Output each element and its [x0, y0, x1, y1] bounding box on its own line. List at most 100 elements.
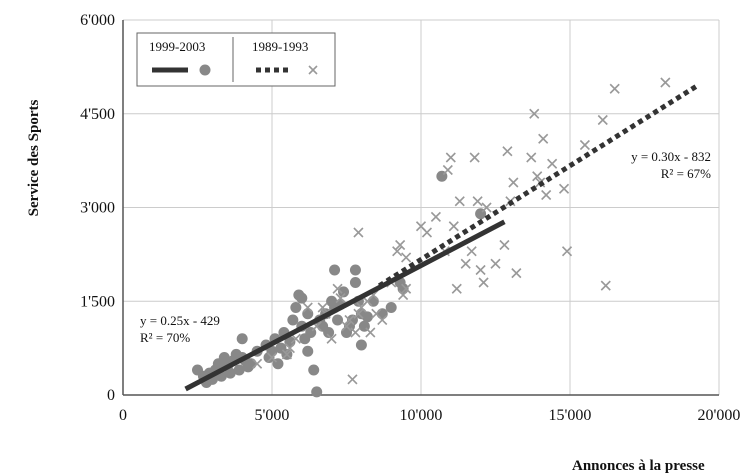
data-point-circle: [349, 264, 361, 276]
trendline-1999-2003-equation: y = 0.25x - 429: [140, 313, 220, 328]
data-point-x: [353, 308, 364, 319]
data-point-x: [532, 171, 543, 182]
data-point-x: [341, 321, 352, 332]
data-point-x: [660, 77, 671, 88]
legend-box: [136, 32, 336, 87]
data-point-x: [430, 211, 441, 222]
x-tick-label: 10'000: [400, 407, 443, 424]
data-point-x: [541, 189, 552, 201]
data-point-x: [252, 358, 263, 369]
data-point-x: [526, 152, 537, 163]
data-point-circle: [290, 302, 302, 313]
data-point-circle: [329, 264, 341, 276]
legend-circle-marker: [199, 64, 211, 76]
trendline-1989-1993: [377, 83, 700, 288]
data-point-x: [579, 139, 590, 151]
data-point-x: [597, 114, 608, 126]
data-point-x: [365, 327, 376, 338]
data-point-x: [481, 202, 492, 213]
data-point-circle: [355, 339, 367, 351]
data-point-x: [609, 83, 620, 94]
trendline-1989-1993-equation: y = 0.30x - 832: [631, 149, 711, 164]
data-point-x: [600, 280, 611, 291]
data-point-circle: [367, 295, 379, 307]
data-point-x: [392, 246, 403, 257]
trendlines: [184, 83, 700, 392]
data-point-x: [347, 374, 358, 385]
data-point-x: [448, 221, 459, 232]
data-point-circle: [296, 292, 308, 304]
data-point-x: [454, 196, 465, 207]
data-point-circle: [349, 277, 361, 288]
data-point-x: [395, 239, 406, 251]
data-point-circle: [233, 364, 245, 376]
data-point-x: [377, 314, 388, 326]
data-point-x: [353, 227, 364, 238]
data-point-x: [472, 196, 483, 207]
data-point-x: [561, 246, 573, 257]
data-point-x: [401, 283, 412, 294]
x-tick-label: 0: [119, 407, 127, 424]
data-point-x: [469, 152, 480, 163]
data-point-x: [266, 352, 278, 363]
data-point-x: [451, 283, 462, 294]
data-point-x: [478, 277, 489, 288]
data-point-circle: [338, 286, 350, 298]
y-tick-label: 6'000: [80, 12, 115, 29]
data-point-x: [558, 183, 570, 194]
data-point-x: [398, 289, 409, 301]
data-point-circle: [218, 352, 230, 363]
data-point-circle: [224, 367, 236, 379]
data-point-x: [502, 146, 513, 157]
data-point-circle: [376, 308, 388, 320]
data-point-circle: [308, 364, 320, 376]
y-tick-label: 4'500: [80, 106, 115, 123]
y-tick-label: 3'000: [80, 200, 115, 217]
data-point-x: [335, 293, 346, 304]
data-point-x: [508, 177, 519, 188]
data-point-circle: [385, 302, 397, 313]
x-axis-title: Annonces à la presse: [572, 458, 705, 474]
axes: [122, 20, 719, 396]
data-point-x: [401, 252, 412, 263]
y-tick-label: 0: [107, 387, 115, 404]
data-point-x: [332, 283, 343, 294]
data-point-x: [460, 258, 471, 269]
grid: [123, 19, 720, 395]
trendline-1989-1993-r-squared: R² = 67%: [661, 166, 711, 181]
data-point-x: [281, 349, 292, 360]
data-point-x: [284, 343, 295, 354]
trendline-1999-2003-r-squared: R² = 70%: [140, 330, 190, 345]
data-point-x: [317, 302, 328, 313]
data-point-circle: [332, 314, 344, 326]
legend-label-1999-2003: 1999-2003: [149, 39, 205, 54]
data-point-x: [421, 227, 433, 238]
data-point-x: [499, 239, 510, 251]
data-point-x: [326, 333, 337, 344]
data-point-circle: [302, 308, 314, 320]
x-tick-label: 5'000: [255, 407, 290, 424]
data-point-circle: [287, 314, 299, 326]
data-point-x: [302, 302, 313, 313]
data-point-circle: [361, 311, 373, 323]
data-point-x: [290, 333, 301, 344]
data-point-x: [475, 264, 486, 276]
x-tick-label: 15'000: [549, 407, 592, 424]
data-point-x: [511, 268, 522, 279]
y-tick-label: 1'500: [80, 293, 115, 310]
data-point-x: [490, 258, 501, 269]
trendline-1999-2003: [184, 219, 506, 392]
data-point-x: [538, 133, 549, 144]
legend-label-1989-1993: 1989-1993: [252, 39, 308, 54]
data-point-circle: [323, 327, 335, 338]
data-point-x: [442, 164, 453, 176]
legend-x-marker: [308, 65, 318, 75]
tick-labels: 0 5'000 10'000 15'000 20'000 0 1'500 3'000 4'500…: [80, 12, 740, 424]
data-point-x: [445, 152, 456, 163]
data-point-circle: [245, 358, 257, 370]
data-point-x: [350, 327, 361, 338]
data-point-circle: [302, 345, 314, 357]
y-axis-title: Service des Sports: [26, 100, 42, 217]
data-point-x: [547, 158, 558, 169]
